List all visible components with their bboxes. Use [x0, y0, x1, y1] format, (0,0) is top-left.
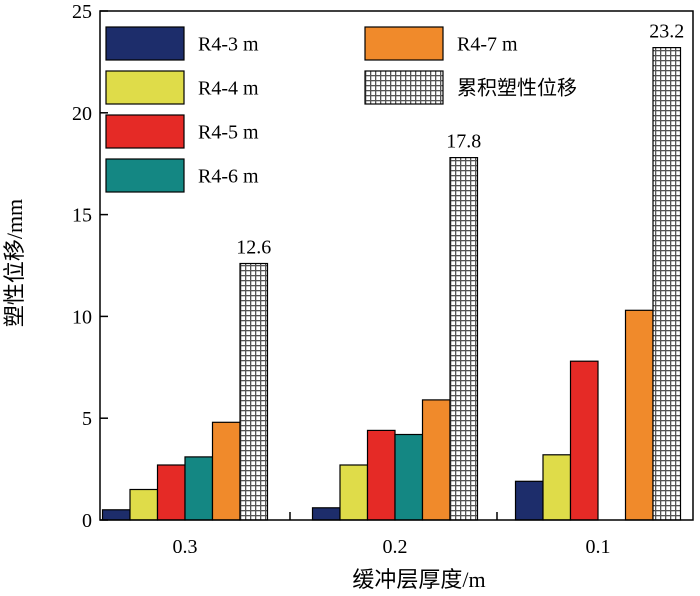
y-tick-label: 25 — [72, 1, 92, 23]
plot-frame — [99, 10, 694, 521]
legend-swatch — [105, 158, 185, 193]
y-tick-label: 0 — [82, 510, 92, 532]
bar-2-0.3 — [129, 488, 159, 521]
bar-4-0.3 — [184, 456, 214, 521]
bar-3-0.1 — [569, 360, 599, 521]
legend-label: R4-7 m — [457, 34, 518, 56]
x-tick-label: 0.3 — [173, 536, 198, 558]
legend-label: R4-4 m — [198, 78, 259, 100]
bar-3-0.2 — [366, 429, 396, 521]
bar-6-0.3 — [239, 262, 269, 521]
bar-2-0.1 — [542, 454, 572, 521]
legend-swatch — [105, 70, 185, 105]
y-tick-label: 15 — [72, 205, 92, 227]
legend-swatch — [105, 26, 185, 61]
data-label: 17.8 — [446, 131, 481, 153]
bar-3-0.3 — [156, 464, 186, 521]
bar-2-0.2 — [339, 464, 369, 521]
legend-label: 累积塑性位移 — [457, 77, 577, 100]
y-tick-label: 10 — [72, 306, 92, 328]
legend-swatch — [364, 70, 444, 105]
bar-5-0.1 — [624, 309, 654, 521]
bar-1-0.2 — [311, 507, 341, 521]
bar-1-0.3 — [101, 509, 131, 521]
y-axis-label: 塑性位移/mm — [2, 199, 27, 327]
bar-1-0.1 — [514, 480, 544, 521]
bar-5-0.3 — [211, 421, 241, 521]
bar-5-0.2 — [421, 399, 451, 521]
legend-swatch — [105, 114, 185, 149]
bar-4-0.2 — [394, 433, 424, 521]
x-tick-label: 0.2 — [383, 536, 408, 558]
legend-label: R4-3 m — [198, 34, 259, 56]
bar-6-0.1 — [652, 46, 682, 521]
x-axis-label: 缓冲层厚度/m — [352, 567, 485, 592]
y-tick-label: 5 — [82, 408, 92, 430]
legend-label: R4-5 m — [198, 122, 259, 144]
legend-swatch — [364, 26, 444, 61]
data-label: 23.2 — [649, 21, 684, 43]
x-tick-label: 0.1 — [586, 536, 611, 558]
legend-label: R4-6 m — [198, 166, 259, 188]
bar-6-0.2 — [449, 157, 479, 521]
y-tick-label: 20 — [72, 103, 92, 125]
data-label: 12.6 — [236, 237, 271, 259]
